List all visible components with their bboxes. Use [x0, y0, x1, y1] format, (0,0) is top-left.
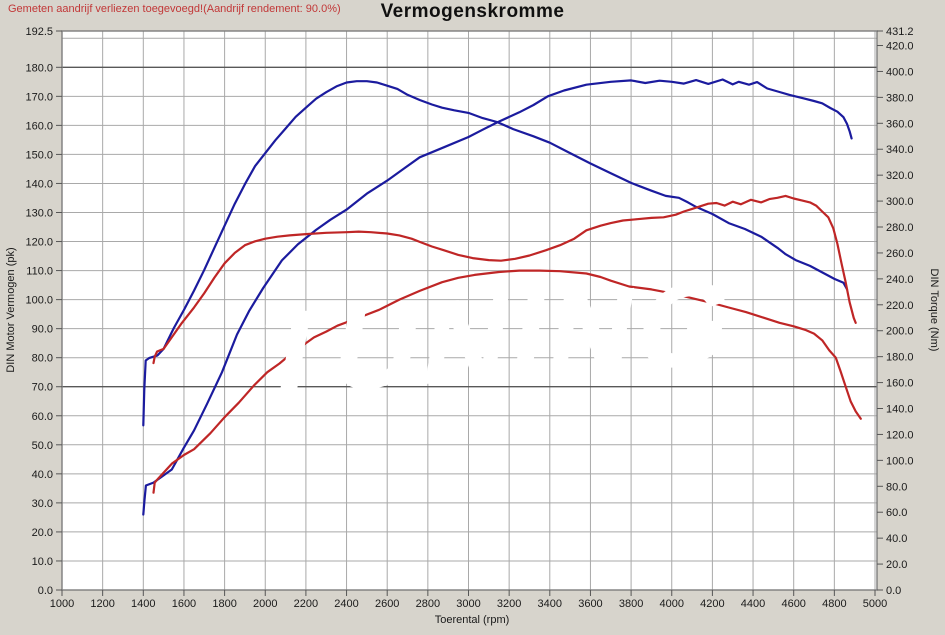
y-left-tick-label: 100.0 — [25, 295, 53, 307]
x-tick-label: 4200 — [700, 598, 724, 610]
x-tick-label: 1600 — [172, 598, 196, 610]
x-tick-label: 3800 — [619, 598, 643, 610]
x-tick-label: 1200 — [90, 598, 114, 610]
y-right-tick-label: 431.2 — [886, 26, 914, 38]
y-right-tick-label: 420.0 — [886, 41, 914, 53]
y-right-tick-label: 380.0 — [886, 92, 914, 104]
red-power-curve — [152, 269, 862, 494]
x-tick-label: 3000 — [456, 598, 480, 610]
chart-title: Vermogenskromme — [380, 1, 565, 22]
y-left-tick-label: 20.0 — [32, 527, 53, 539]
y-left-tick-label: 140.0 — [25, 178, 53, 190]
y-left-tick-label: 60.0 — [32, 411, 53, 423]
y-right-tick-label: 400.0 — [886, 66, 914, 78]
y-left-tick-label: 80.0 — [32, 353, 53, 365]
y-left-tick-label: 130.0 — [25, 207, 53, 219]
plot-border — [61, 30, 878, 591]
y-right-tick-label: 280.0 — [886, 222, 914, 234]
y-left-tick-label: 160.0 — [25, 120, 53, 132]
x-tick-label: 4000 — [660, 598, 684, 610]
x-tick-label: 1000 — [50, 598, 74, 610]
x-tick-label: 1800 — [212, 598, 236, 610]
x-tick-label: 4800 — [822, 598, 846, 610]
drivetrain-loss-annotation: Gemeten aandrijf verliezen toegevoegd!(A… — [8, 3, 341, 15]
x-tick-label: 2800 — [416, 598, 440, 610]
x-tick-label: 4400 — [741, 598, 765, 610]
y-left-tick-label: 10.0 — [32, 556, 53, 568]
y-right-tick-label: 20.0 — [886, 559, 907, 571]
y-left-tick-label: 90.0 — [32, 324, 53, 336]
y-left-tick-label: 50.0 — [32, 440, 53, 452]
blue-power-curve — [142, 78, 853, 516]
x-tick-label: 2200 — [294, 598, 318, 610]
y-left-tick-label: 150.0 — [25, 149, 53, 161]
x-tick-label: 2400 — [334, 598, 358, 610]
x-tick-label: 5000 — [863, 598, 887, 610]
y-right-tick-label: 260.0 — [886, 248, 914, 260]
y-right-tick-label: 340.0 — [886, 144, 914, 156]
x-axis-title: Toerental (rpm) — [435, 614, 510, 626]
red-torque-curve — [152, 194, 857, 365]
y-left-axis-title: DIN Motor Vermogen (pk) — [5, 247, 17, 372]
y-right-tick-label: 80.0 — [886, 481, 907, 493]
y-right-tick-label: 240.0 — [886, 274, 914, 286]
y-left-tick-label: 40.0 — [32, 469, 53, 481]
y-right-tick-label: 140.0 — [886, 404, 914, 416]
y-left-tick-label: 110.0 — [26, 266, 53, 278]
y-left-tick-label: 70.0 — [32, 382, 53, 394]
x-tick-label: 3200 — [497, 598, 521, 610]
x-tick-label: 3400 — [538, 598, 562, 610]
y-right-tick-label: 120.0 — [886, 429, 914, 441]
y-left-tick-label: 120.0 — [25, 237, 53, 249]
y-right-tick-label: 180.0 — [886, 352, 914, 364]
y-right-tick-label: 300.0 — [886, 196, 914, 208]
x-tick-label: 2600 — [375, 598, 399, 610]
y-left-tick-label: 30.0 — [32, 498, 53, 510]
y-left-tick-label: 192.5 — [25, 26, 53, 38]
y-left-tick-label: 0.0 — [38, 585, 53, 597]
y-right-tick-label: 220.0 — [886, 300, 914, 312]
y-right-tick-label: 40.0 — [886, 533, 907, 545]
y-right-tick-label: 100.0 — [886, 455, 914, 467]
y-left-tick-label: 180.0 — [25, 62, 53, 74]
y-right-tick-label: 200.0 — [886, 326, 914, 338]
y-right-axis-title: DIN Torque (Nm) — [928, 269, 940, 352]
x-tick-label: 4600 — [781, 598, 805, 610]
x-tick-label: 2000 — [253, 598, 277, 610]
y-right-tick-label: 360.0 — [886, 118, 914, 130]
y-right-tick-label: 160.0 — [886, 378, 914, 390]
blue-torque-curve — [142, 80, 849, 427]
x-tick-label: 3600 — [578, 598, 602, 610]
y-left-tick-label: 170.0 — [25, 91, 53, 103]
x-tick-label: 1400 — [131, 598, 155, 610]
y-right-tick-label: 0.0 — [886, 585, 901, 597]
y-right-tick-label: 60.0 — [886, 507, 907, 519]
y-right-tick-label: 320.0 — [886, 170, 914, 182]
